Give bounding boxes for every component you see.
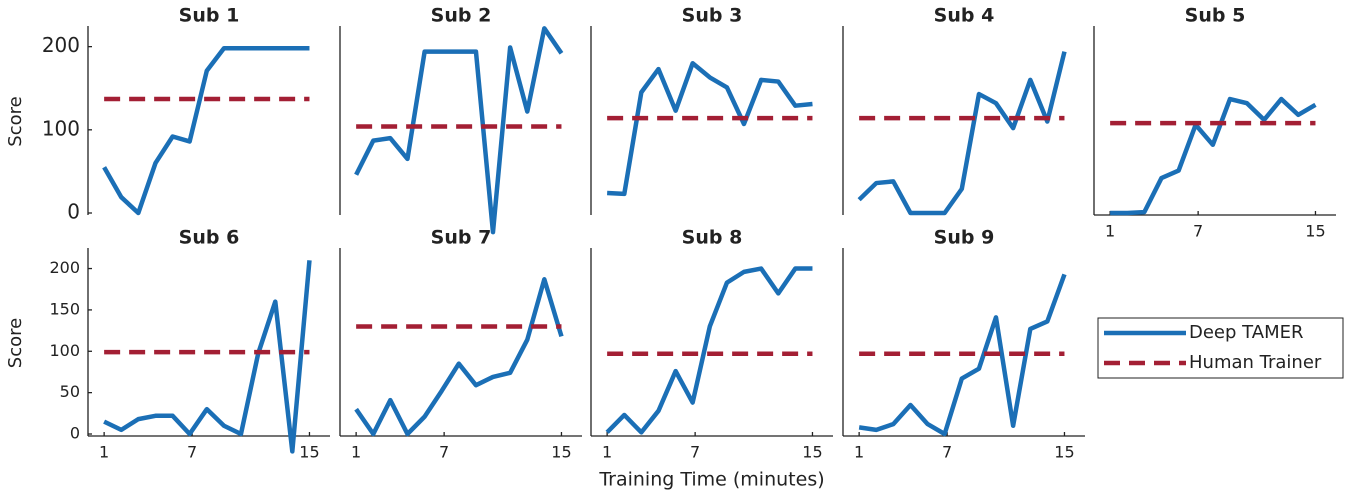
data-line: [858, 273, 1067, 437]
x-tick-label: 7: [187, 443, 197, 462]
x-tick-label: 15: [551, 443, 571, 462]
subplot-title: Sub 4: [934, 5, 995, 27]
subplot-title: Sub 5: [1185, 5, 1246, 27]
x-axis-label: Training Time (minutes): [598, 469, 824, 491]
x-tick-label: 7: [1193, 222, 1203, 241]
legend-box: [1097, 317, 1344, 379]
y-tick-label: 200: [49, 258, 80, 277]
subplot-title: Sub 6: [179, 227, 240, 249]
subplot-title: Sub 8: [682, 227, 743, 249]
subplot-title: Sub 1: [179, 5, 240, 27]
data-line: [1110, 96, 1317, 216]
data-line: [354, 26, 564, 235]
y-tick-label: 100: [49, 341, 80, 360]
subplot-title: Sub 2: [431, 5, 492, 27]
x-tick-label: 7: [690, 443, 700, 462]
y-tick-label: 100: [42, 116, 80, 140]
legend-label: Human Trainer: [1189, 352, 1322, 373]
subplot-title: Sub 9: [934, 227, 995, 249]
y-axis-label: Score: [5, 318, 26, 368]
subplot-title: Sub 7: [431, 227, 492, 249]
x-tick-label: 1: [99, 443, 109, 462]
x-tick-label: 15: [802, 443, 822, 462]
subplot-title: Sub 3: [682, 5, 743, 27]
data-line: [354, 277, 564, 437]
x-tick-label: 1: [854, 443, 864, 462]
x-tick-label: 7: [942, 443, 952, 462]
data-line: [607, 61, 813, 197]
data-line: [605, 266, 813, 435]
y-axis-label: Score: [5, 96, 26, 146]
y-tick-label: 200: [42, 33, 80, 57]
x-tick-label: 1: [351, 443, 361, 462]
data-line: [102, 46, 310, 216]
y-tick-label: 50: [60, 382, 80, 401]
x-tick-label: 15: [1054, 443, 1074, 462]
x-tick-label: 7: [439, 443, 449, 462]
data-line: [857, 51, 1067, 216]
x-tick-label: 15: [1305, 222, 1325, 241]
y-tick-label: 0: [70, 424, 80, 443]
y-tick-label: 0: [67, 200, 80, 224]
x-tick-label: 15: [299, 443, 319, 462]
y-tick-label: 150: [49, 299, 80, 318]
x-tick-label: 1: [1105, 222, 1115, 241]
data-line: [103, 260, 312, 454]
x-tick-label: 1: [602, 443, 612, 462]
legend-label: Deep TAMER: [1189, 322, 1303, 343]
